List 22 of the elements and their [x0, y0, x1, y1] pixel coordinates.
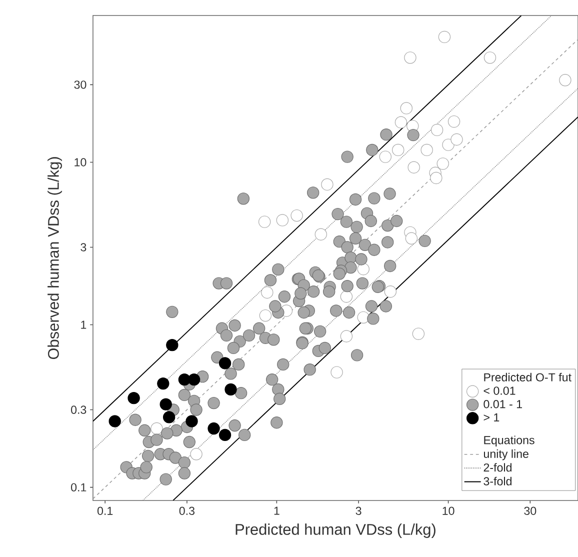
- legend-label: > 1: [484, 414, 500, 422]
- x-axis-title: Predicted human VDss (L/kg): [236, 524, 436, 538]
- y-tick-label: 30: [74, 80, 86, 90]
- x-tick-label: 0.3: [179, 507, 195, 516]
- legend-label: 3-fold: [484, 477, 512, 486]
- x-tick-label: 10: [442, 507, 454, 516]
- x-tick-label: 30: [524, 507, 536, 516]
- y-tick-label: 1: [81, 321, 86, 330]
- y-tick-label: 10: [74, 158, 86, 167]
- x-tick-label: 1: [274, 507, 280, 515]
- legend-label: 0.01 - 1: [484, 400, 522, 408]
- annotation: Equations: [484, 436, 534, 447]
- legend-label: 2-fold: [484, 463, 512, 472]
- y-tick-label: 0.3: [71, 406, 86, 414]
- legend-title: Predicted O-T fut: [484, 373, 572, 382]
- y-tick-label: 0.1: [71, 483, 86, 492]
- y-tick-label: 3: [80, 243, 86, 252]
- x-tick-label: 3: [356, 507, 362, 516]
- legend-label: unity line: [484, 450, 528, 460]
- legend-label: < 0.01: [484, 386, 516, 396]
- y-axis-title: Observed human VDss (L/kg): [48, 157, 62, 360]
- x-tick-label: 0.1: [97, 507, 113, 516]
